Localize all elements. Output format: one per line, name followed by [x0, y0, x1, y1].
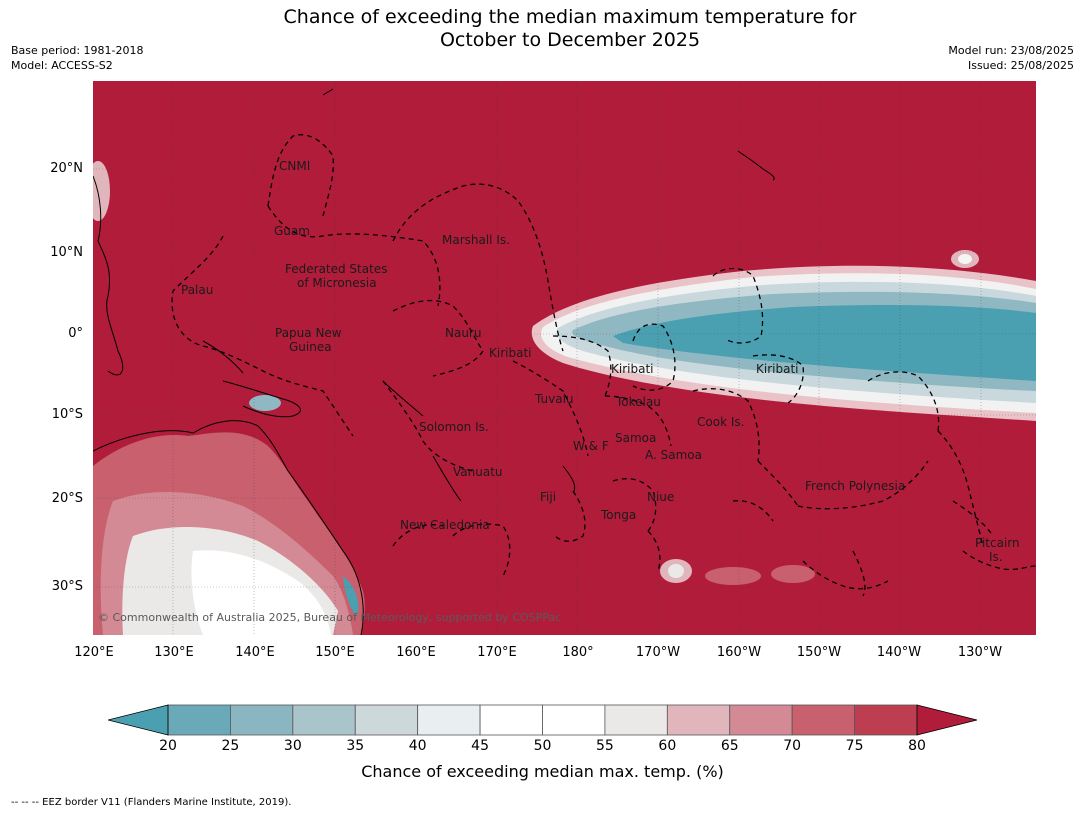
- model-name: Model: ACCESS-S2: [11, 59, 113, 72]
- colorbar-segment: [791, 704, 855, 736]
- meta-left: Base period: 1981-2018 Model: ACCESS-S2: [11, 43, 143, 73]
- model-run: Model run: 23/08/2025: [948, 44, 1074, 57]
- map-title: Chance of exceeding the median maximum t…: [0, 6, 1085, 52]
- x-tick-160w: 160°W: [716, 645, 762, 660]
- label-french-polynesia: French Polynesia: [805, 479, 906, 493]
- label-marshall-is: Marshall Is.: [442, 233, 510, 247]
- colorbar-tick: 65: [720, 738, 739, 754]
- label-pitcairn-2: Is.: [989, 550, 1003, 564]
- colorbar-segment: [854, 704, 918, 736]
- colorbar-tick: 20: [159, 738, 177, 754]
- colorbar-tick: 25: [221, 738, 240, 754]
- label-samoa: Samoa: [615, 431, 657, 445]
- label-kiribati-central: Kiribati: [611, 362, 654, 376]
- label-tokelau: Tokelau: [616, 395, 661, 409]
- colorbar: [108, 704, 978, 736]
- y-tick-0: 0°: [68, 326, 83, 341]
- x-tick-130w: 130°W: [957, 645, 1003, 660]
- x-tick-170w: 170°W: [635, 645, 681, 660]
- y-tick-20s: 20°S: [51, 491, 83, 506]
- label-niue: Niue: [647, 490, 675, 504]
- label-fsm-2: of Micronesia: [297, 276, 377, 290]
- label-cnmi: CNMI: [279, 159, 311, 173]
- x-tick-120e: 120°E: [74, 645, 114, 660]
- label-guam: Guam: [274, 224, 310, 238]
- label-pitcairn-1: Pitcairn: [975, 536, 1020, 550]
- y-tick-10n: 10°N: [50, 245, 83, 260]
- colorbar-segment: [604, 704, 668, 736]
- map-svg: [93, 81, 1036, 635]
- colorbar-tick: 45: [471, 738, 489, 754]
- label-nauru: Nauru: [445, 326, 482, 340]
- australia: [93, 420, 365, 635]
- map-canvas: CNMI Guam Marshall Is. Federated States …: [93, 81, 1036, 635]
- x-tick-180: 180°: [562, 645, 594, 660]
- colorbar-segment: [292, 704, 356, 736]
- colorbar-tick: 30: [283, 738, 302, 754]
- label-png-2: Guinea: [289, 340, 332, 354]
- label-png-1: Papua New: [275, 326, 342, 340]
- x-tick-140w: 140°W: [876, 645, 922, 660]
- patch-philippines: [93, 161, 110, 221]
- label-w-and-f: W & F: [573, 439, 609, 453]
- colorbar-segment: [417, 704, 481, 736]
- label-fsm-1: Federated States: [285, 262, 388, 276]
- x-tick-150e: 150°E: [315, 645, 355, 660]
- x-tick-160e: 160°E: [396, 645, 436, 660]
- colorbar-segment: [479, 704, 543, 736]
- graticule: [93, 81, 1036, 635]
- colorbar-segment: [230, 704, 294, 736]
- patch-south-3: [771, 565, 815, 583]
- patch-south-1-core: [668, 564, 684, 578]
- label-kiribati-east: Kiribati: [756, 362, 799, 376]
- y-tick-30s: 30°S: [51, 579, 83, 594]
- colorbar-tick: 80: [908, 738, 926, 754]
- colorbar-tick: 35: [346, 738, 365, 754]
- colorbar-label: Chance of exceeding median max. temp. (%…: [361, 762, 724, 781]
- coastlines: [93, 88, 775, 502]
- label-palau: Palau: [181, 283, 214, 297]
- label-tuvalu: Tuvalu: [535, 392, 574, 406]
- colorbar-tick: 40: [408, 738, 427, 754]
- label-tonga: Tonga: [601, 508, 637, 522]
- eez-borders: [171, 134, 1036, 597]
- colorbar-tick: 60: [658, 738, 677, 754]
- colorbar-tick: 55: [595, 738, 614, 754]
- x-tick-170e: 170°E: [477, 645, 517, 660]
- x-tick-140e: 140°E: [235, 645, 275, 660]
- colorbar-tick: 70: [783, 738, 802, 754]
- colorbar-segment: [729, 704, 793, 736]
- label-a-samoa: A. Samoa: [645, 448, 702, 462]
- label-cook-is: Cook Is.: [697, 415, 745, 429]
- title-line-1: Chance of exceeding the median maximum t…: [283, 6, 857, 28]
- colorbar-segment: [167, 704, 231, 736]
- label-fiji: Fiji: [540, 490, 557, 504]
- base-period: Base period: 1981-2018: [11, 44, 144, 57]
- patch-hawaii-east-core: [958, 254, 972, 264]
- cool-band: [531, 265, 1036, 421]
- label-kiribati-west: Kiribati: [489, 346, 532, 360]
- label-solomon-is: Solomon Is.: [419, 420, 489, 434]
- meta-right: Model run: 23/08/2025 Issued: 25/08/2025: [948, 43, 1074, 73]
- label-new-caledonia: New Caledonia: [400, 518, 490, 532]
- label-vanuatu: Vanuatu: [453, 465, 503, 479]
- colorbar-segment: [354, 704, 419, 736]
- colorbar-tick: 50: [533, 738, 552, 754]
- x-tick-130e: 130°E: [154, 645, 194, 660]
- eez-footnote: -- -- -- EEZ border V11 (Flanders Marine…: [11, 797, 292, 808]
- title-line-2: October to December 2025: [439, 29, 701, 51]
- colorbar-segment: [666, 704, 731, 736]
- colorbar-extend-low: [108, 705, 168, 735]
- patch-south-2: [705, 567, 761, 585]
- copyright-text: © Commonwealth of Australia 2025, Bureau…: [98, 611, 562, 624]
- x-tick-150w: 150°W: [796, 645, 842, 660]
- y-tick-10s: 10°S: [51, 407, 83, 422]
- colorbar-tick: 75: [845, 738, 864, 754]
- y-tick-20n: 20°N: [50, 161, 83, 176]
- patch-png: [249, 395, 281, 411]
- issued-date: Issued: 25/08/2025: [967, 59, 1074, 72]
- colorbar-extend-high: [917, 705, 977, 735]
- colorbar-segment: [542, 704, 606, 736]
